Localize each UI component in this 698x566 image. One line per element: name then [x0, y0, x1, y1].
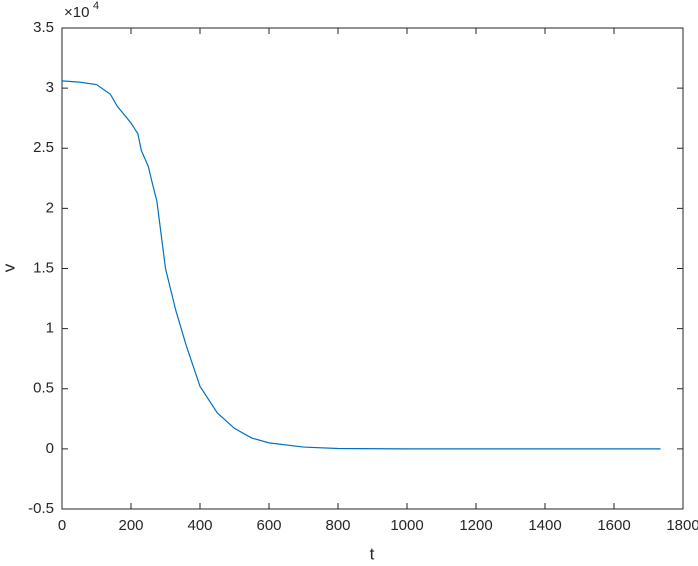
- x-tick-label: 600: [256, 517, 281, 534]
- x-tick-label: 1200: [459, 517, 492, 534]
- y-tick-label: 0: [46, 440, 54, 457]
- y-tick-label: 1: [46, 320, 54, 337]
- x-tick-label: 1400: [528, 517, 561, 534]
- y-tick-label: -0.5: [28, 500, 54, 517]
- x-tick-label: 200: [118, 517, 143, 534]
- y-axis-label: v: [0, 263, 18, 272]
- x-tick-label: 1800: [666, 517, 698, 534]
- y-multiplier-base: ×10: [64, 4, 89, 21]
- y-tick-label: 0.5: [33, 380, 54, 397]
- line-series: [61, 80, 661, 450]
- x-tick-label: 1000: [390, 517, 423, 534]
- y-tick-label: 3: [46, 79, 54, 96]
- x-tick-label: 400: [187, 517, 212, 534]
- y-tick-label: 1.5: [33, 259, 54, 276]
- y-multiplier-exponent: 4: [93, 0, 99, 12]
- x-axis-label: t: [370, 544, 375, 563]
- y-tick-label: 2.5: [33, 139, 54, 156]
- x-tick-label: 1600: [597, 517, 630, 534]
- y-tick-label: 2: [46, 199, 54, 216]
- y-tick-label: 3.5: [33, 19, 54, 36]
- x-tick-label: 0: [58, 517, 66, 534]
- x-tick-label: 800: [325, 517, 350, 534]
